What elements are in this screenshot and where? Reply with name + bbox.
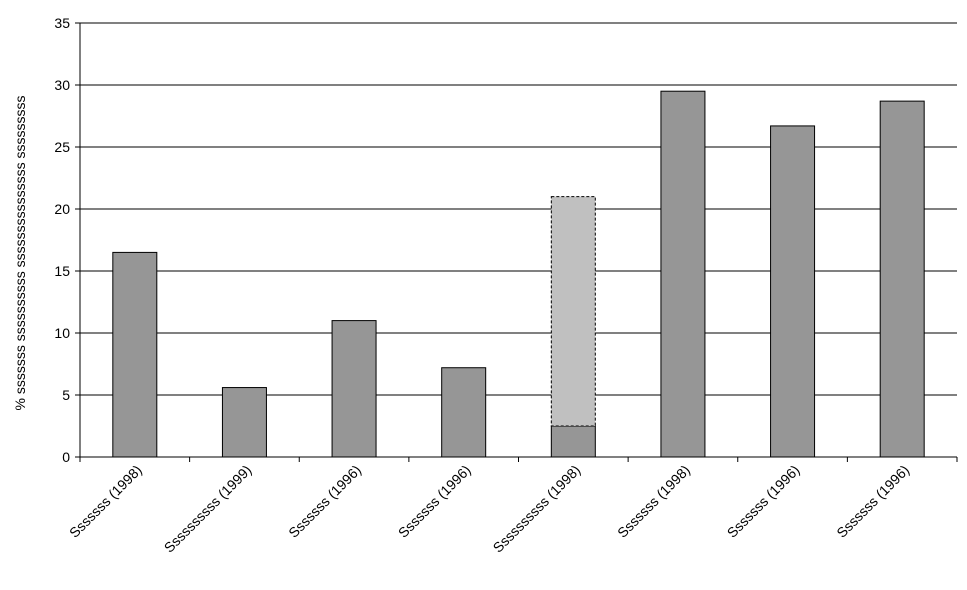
bar-series-1 bbox=[221, 387, 267, 458]
y-tick-label: 0 bbox=[62, 449, 70, 465]
axes bbox=[79, 23, 957, 458]
y-tick-label: 10 bbox=[54, 325, 70, 341]
y-tick-labels: 0 5 10 15 20 25 30 35 bbox=[54, 15, 80, 465]
x-tick-label: Sssssss (1998) bbox=[66, 462, 145, 541]
bar-series-1 bbox=[331, 320, 377, 458]
y-axis-title: % sssssss ssssssssss sssssssssssssss sss… bbox=[12, 95, 28, 410]
x-tick-label: Ssssssssss (1999) bbox=[161, 462, 255, 556]
x-tick-label: Sssssss (1996) bbox=[724, 462, 803, 541]
bar-series-1 bbox=[112, 251, 158, 458]
x-tick-label: Sssssss (1996) bbox=[395, 462, 474, 541]
bar-series-1 bbox=[441, 367, 487, 458]
x-tick-label: Ssssssssss (1998) bbox=[490, 462, 584, 556]
y-tick-label: 20 bbox=[54, 201, 70, 217]
bar-series-1 bbox=[660, 90, 706, 458]
y-tick-label: 15 bbox=[54, 263, 70, 279]
y-tick-label: 25 bbox=[54, 139, 70, 155]
bar-series-1 bbox=[550, 425, 596, 458]
y-tick-label: 30 bbox=[54, 77, 70, 93]
x-tick-labels: Sssssss (1998) Ssssssssss (1999) Sssssss (… bbox=[66, 457, 958, 556]
bar-series-2 bbox=[550, 196, 596, 427]
y-tick-label: 35 bbox=[54, 15, 70, 31]
x-tick-label: Sssssss (1998) bbox=[614, 462, 693, 541]
x-tick-label: Sssssss (1996) bbox=[833, 462, 912, 541]
y-tick-label: 5 bbox=[62, 387, 70, 403]
bars bbox=[112, 90, 925, 458]
bar-series-1 bbox=[770, 125, 816, 458]
gridlines bbox=[80, 22, 957, 396]
bar-series-1 bbox=[879, 100, 925, 458]
x-tick-label: Sssssss (1996) bbox=[285, 462, 364, 541]
